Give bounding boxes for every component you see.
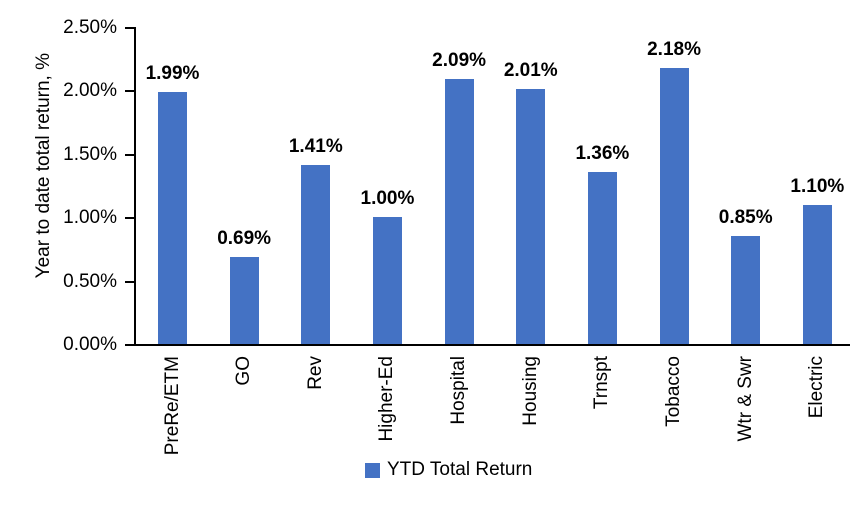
y-axis-tick-label: 2.00% [63, 80, 117, 102]
y-axis-tick [125, 280, 134, 283]
y-axis-tick-label: 2.50% [63, 17, 117, 38]
bar-value-label: 2.18% [647, 39, 701, 60]
bar-value-label: 1.00% [360, 188, 415, 209]
bar [372, 217, 402, 344]
x-axis-label: PreRe/ETM [161, 356, 183, 456]
legend-swatch-icon [365, 462, 380, 478]
x-axis-label: Higher-Ed [376, 356, 398, 442]
bar [158, 92, 187, 344]
bar-value-label: 1.99% [145, 63, 200, 84]
legend-label: YTD Total Return [387, 459, 533, 480]
bar-value-label: 1.41% [288, 136, 343, 157]
bar [444, 79, 474, 344]
y-axis-tick [125, 217, 134, 220]
x-axis-label: Tobacco [663, 356, 685, 427]
x-axis-label: Wtr & Swr [734, 356, 756, 442]
bar-value-label: 1.10% [790, 176, 845, 197]
x-axis-label: Hospital [448, 356, 470, 425]
y-axis-tick [125, 27, 134, 29]
bar [301, 165, 331, 344]
y-axis-tick-label: 1.50% [63, 143, 117, 165]
legend: YTD Total Return [365, 459, 532, 481]
bar-value-label: 1.36% [575, 143, 630, 164]
y-axis-line [134, 27, 136, 346]
y-axis-tick-label: 1.00% [63, 207, 117, 229]
bar-value-label: 0.69% [217, 228, 272, 249]
y-axis-tick-label: 0.50% [63, 270, 117, 292]
x-axis-line [134, 344, 850, 346]
bar [659, 68, 689, 344]
bar [587, 172, 617, 344]
y-axis-tick-label: 0.00% [63, 334, 117, 355]
bar [802, 205, 832, 344]
y-axis-tick [125, 90, 134, 93]
bar-value-label: 2.09% [432, 50, 487, 71]
bar [516, 89, 546, 344]
x-axis-label: Housing [519, 356, 541, 426]
y-axis-tick [125, 153, 134, 156]
x-axis-label: Rev [304, 356, 326, 390]
x-axis-label: Trnspt [591, 356, 613, 410]
x-axis-label: Electric [806, 356, 828, 419]
bar [731, 236, 761, 344]
bar-value-label: 2.01% [503, 60, 558, 81]
y-axis-tick [125, 344, 134, 346]
x-axis-label: GO [233, 356, 255, 386]
bar-value-label: 0.85% [718, 207, 773, 228]
bar [229, 257, 259, 344]
